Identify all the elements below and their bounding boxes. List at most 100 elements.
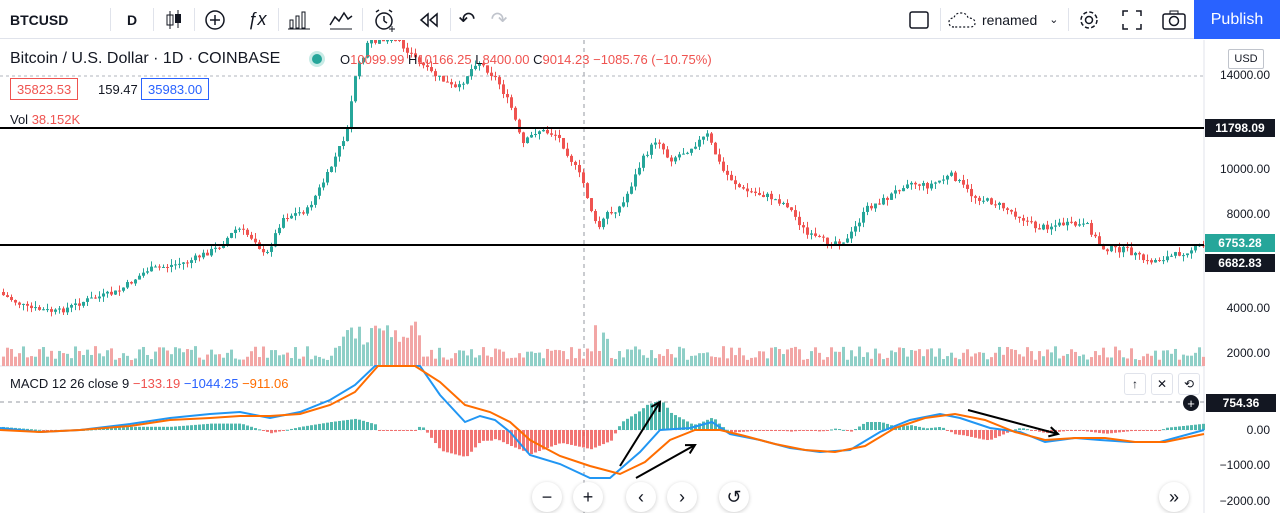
macd-histogram-bar [1202,423,1205,430]
symbol-search[interactable]: BTCUSD [10,11,69,28]
scroll-left-button[interactable]: ‹ [626,482,656,512]
volume-bar [670,354,673,366]
macd-histogram-bar [202,424,205,430]
candle-body [1114,246,1117,248]
templates-button[interactable] [322,0,360,39]
reset-icon: ↺ [726,486,742,507]
crosshair-value-tag: 754.36 [1206,394,1276,412]
candle-body [1154,260,1157,263]
candle-body [214,247,217,249]
maximize-icon: ⟲ [1183,377,1195,391]
volume-bar [994,352,997,366]
volume-bar [498,349,501,366]
publish-button[interactable]: Publish [1194,0,1280,39]
volume-bar [838,351,841,366]
volume-bar [546,348,549,366]
volume-bar [726,358,729,366]
volume-bar [382,330,385,366]
crosshair-add-icon[interactable]: + [1183,395,1199,411]
maximize-pane-button[interactable]: ⟲ [1178,373,1200,395]
buy-price-button[interactable]: 35983.00 [141,78,210,100]
fullscreen-select-button[interactable] [900,0,938,39]
macd-histogram-bar [1198,424,1201,430]
scroll-right-button[interactable]: › [667,482,697,512]
candle-body [70,304,73,308]
bar-chart-icon [288,11,310,29]
volume-bar [354,338,357,366]
macd-histogram-bar [350,419,353,430]
interval-button[interactable]: D [126,11,138,28]
volume-bar [158,347,161,366]
alert-button[interactable] [364,0,406,39]
macd-histogram-bar [794,430,797,432]
macd-histogram-bar [354,418,357,430]
volume-bar [678,346,681,366]
replay-button[interactable] [410,0,448,39]
candle-body [450,82,453,85]
candle-body [598,221,601,228]
volume-bar [170,354,173,366]
candle-body [534,134,537,136]
macd-histogram-bar [726,429,729,431]
volume-bar [650,350,653,366]
move-pane-up-button[interactable]: ↑ [1124,373,1146,395]
macd-histogram-bar [550,430,553,447]
candle-body [402,40,405,49]
candle-body [834,241,837,245]
volume-bar [154,351,157,366]
macd-histogram-bar [762,430,765,431]
reset-chart-button[interactable]: ↺ [719,482,749,512]
undo-button[interactable]: ↶ [452,0,482,39]
volume-bar [642,355,645,366]
macd-histogram-bar [198,424,201,430]
scroll-to-realtime-button[interactable]: » [1159,482,1189,512]
compare-button[interactable] [196,0,234,39]
macd-histogram-bar [370,423,373,430]
currency-badge[interactable]: USD [1228,49,1264,69]
candle-body [418,57,421,63]
macd-histogram-bar [598,430,601,446]
macd-histogram-bar [706,419,709,430]
macd-histogram-bar [730,430,733,433]
candle-body [530,134,533,138]
candle-body [666,149,669,158]
volume-bar [866,352,869,366]
macd-histogram-bar [322,423,325,430]
volume-bar [1122,357,1125,366]
redo-button[interactable]: ↷ [484,0,514,39]
close-pane-button[interactable]: ✕ [1151,373,1173,395]
volume-bar [630,349,633,366]
volume-bar [766,358,769,366]
financials-button[interactable] [280,0,318,39]
volume-bar [502,351,505,366]
settings-button[interactable] [1070,0,1108,39]
candle-body [430,67,433,72]
volume-bar [102,356,105,366]
candle-body [1150,260,1153,263]
macd-histogram-bar [926,428,929,430]
candle-body [1162,260,1165,262]
volume-bar [26,357,29,366]
volume-bar [870,358,873,366]
zoom-out-button[interactable]: − [532,482,562,512]
macd-histogram-bar [358,419,361,430]
volume-bar [694,355,697,366]
sell-price-button[interactable]: 35823.53 [10,78,79,100]
layout-button[interactable]: renamed ⌄ [944,0,1066,39]
bar-style-button[interactable] [155,0,193,39]
volume-bar [1022,356,1025,366]
volume-bar [2,356,5,366]
macd-histogram-bar [166,426,169,430]
zoom-in-button[interactable]: + [573,482,603,512]
candle-body [714,142,717,155]
indicators-button[interactable]: ƒx [238,0,276,39]
candle-body [1038,228,1041,230]
macd-histogram-bar [1014,429,1017,431]
volume-bar [150,359,153,366]
fullscreen-button[interactable] [1112,0,1152,39]
macd-histogram-bar [1034,430,1037,431]
volume-bar [510,357,513,366]
snapshot-button[interactable] [1154,0,1194,39]
chart-canvas[interactable] [0,40,1280,513]
macd-histogram-bar [602,430,605,445]
